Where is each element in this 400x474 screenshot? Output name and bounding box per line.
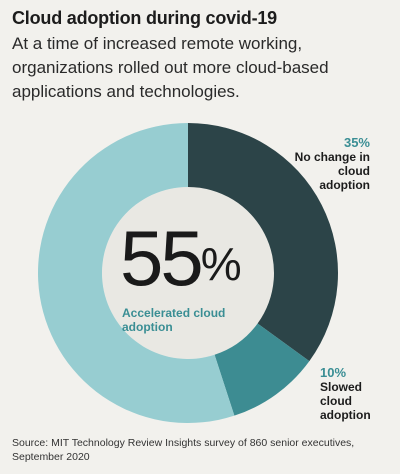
slice-no-change	[188, 123, 338, 362]
chart-title: Cloud adoption during covid-19	[12, 8, 277, 28]
center-value: 55%	[120, 218, 242, 298]
donut-hole	[102, 187, 274, 359]
center-value-unit: %	[200, 238, 242, 290]
center-value-number: 55	[120, 214, 204, 302]
slice-accelerated	[38, 123, 235, 423]
slice-slowed	[214, 323, 310, 416]
callout-no-change: 35% No change in cloud adoption	[290, 135, 370, 193]
center-label: Accelerated cloud adoption	[122, 306, 226, 334]
callout-no-change-pct: 35%	[343, 135, 370, 150]
callout-no-change-label: No change in cloud adoption	[294, 150, 370, 192]
chart-subtitle: At a time of increased remote working, o…	[12, 34, 329, 101]
source-note: Source: MIT Technology Review Insights s…	[12, 437, 355, 463]
callout-slowed: 10% Slowed cloud adoption	[320, 365, 390, 423]
callout-slowed-pct: 10%	[320, 365, 347, 380]
callout-slowed-label: Slowed cloud adoption	[320, 380, 371, 422]
